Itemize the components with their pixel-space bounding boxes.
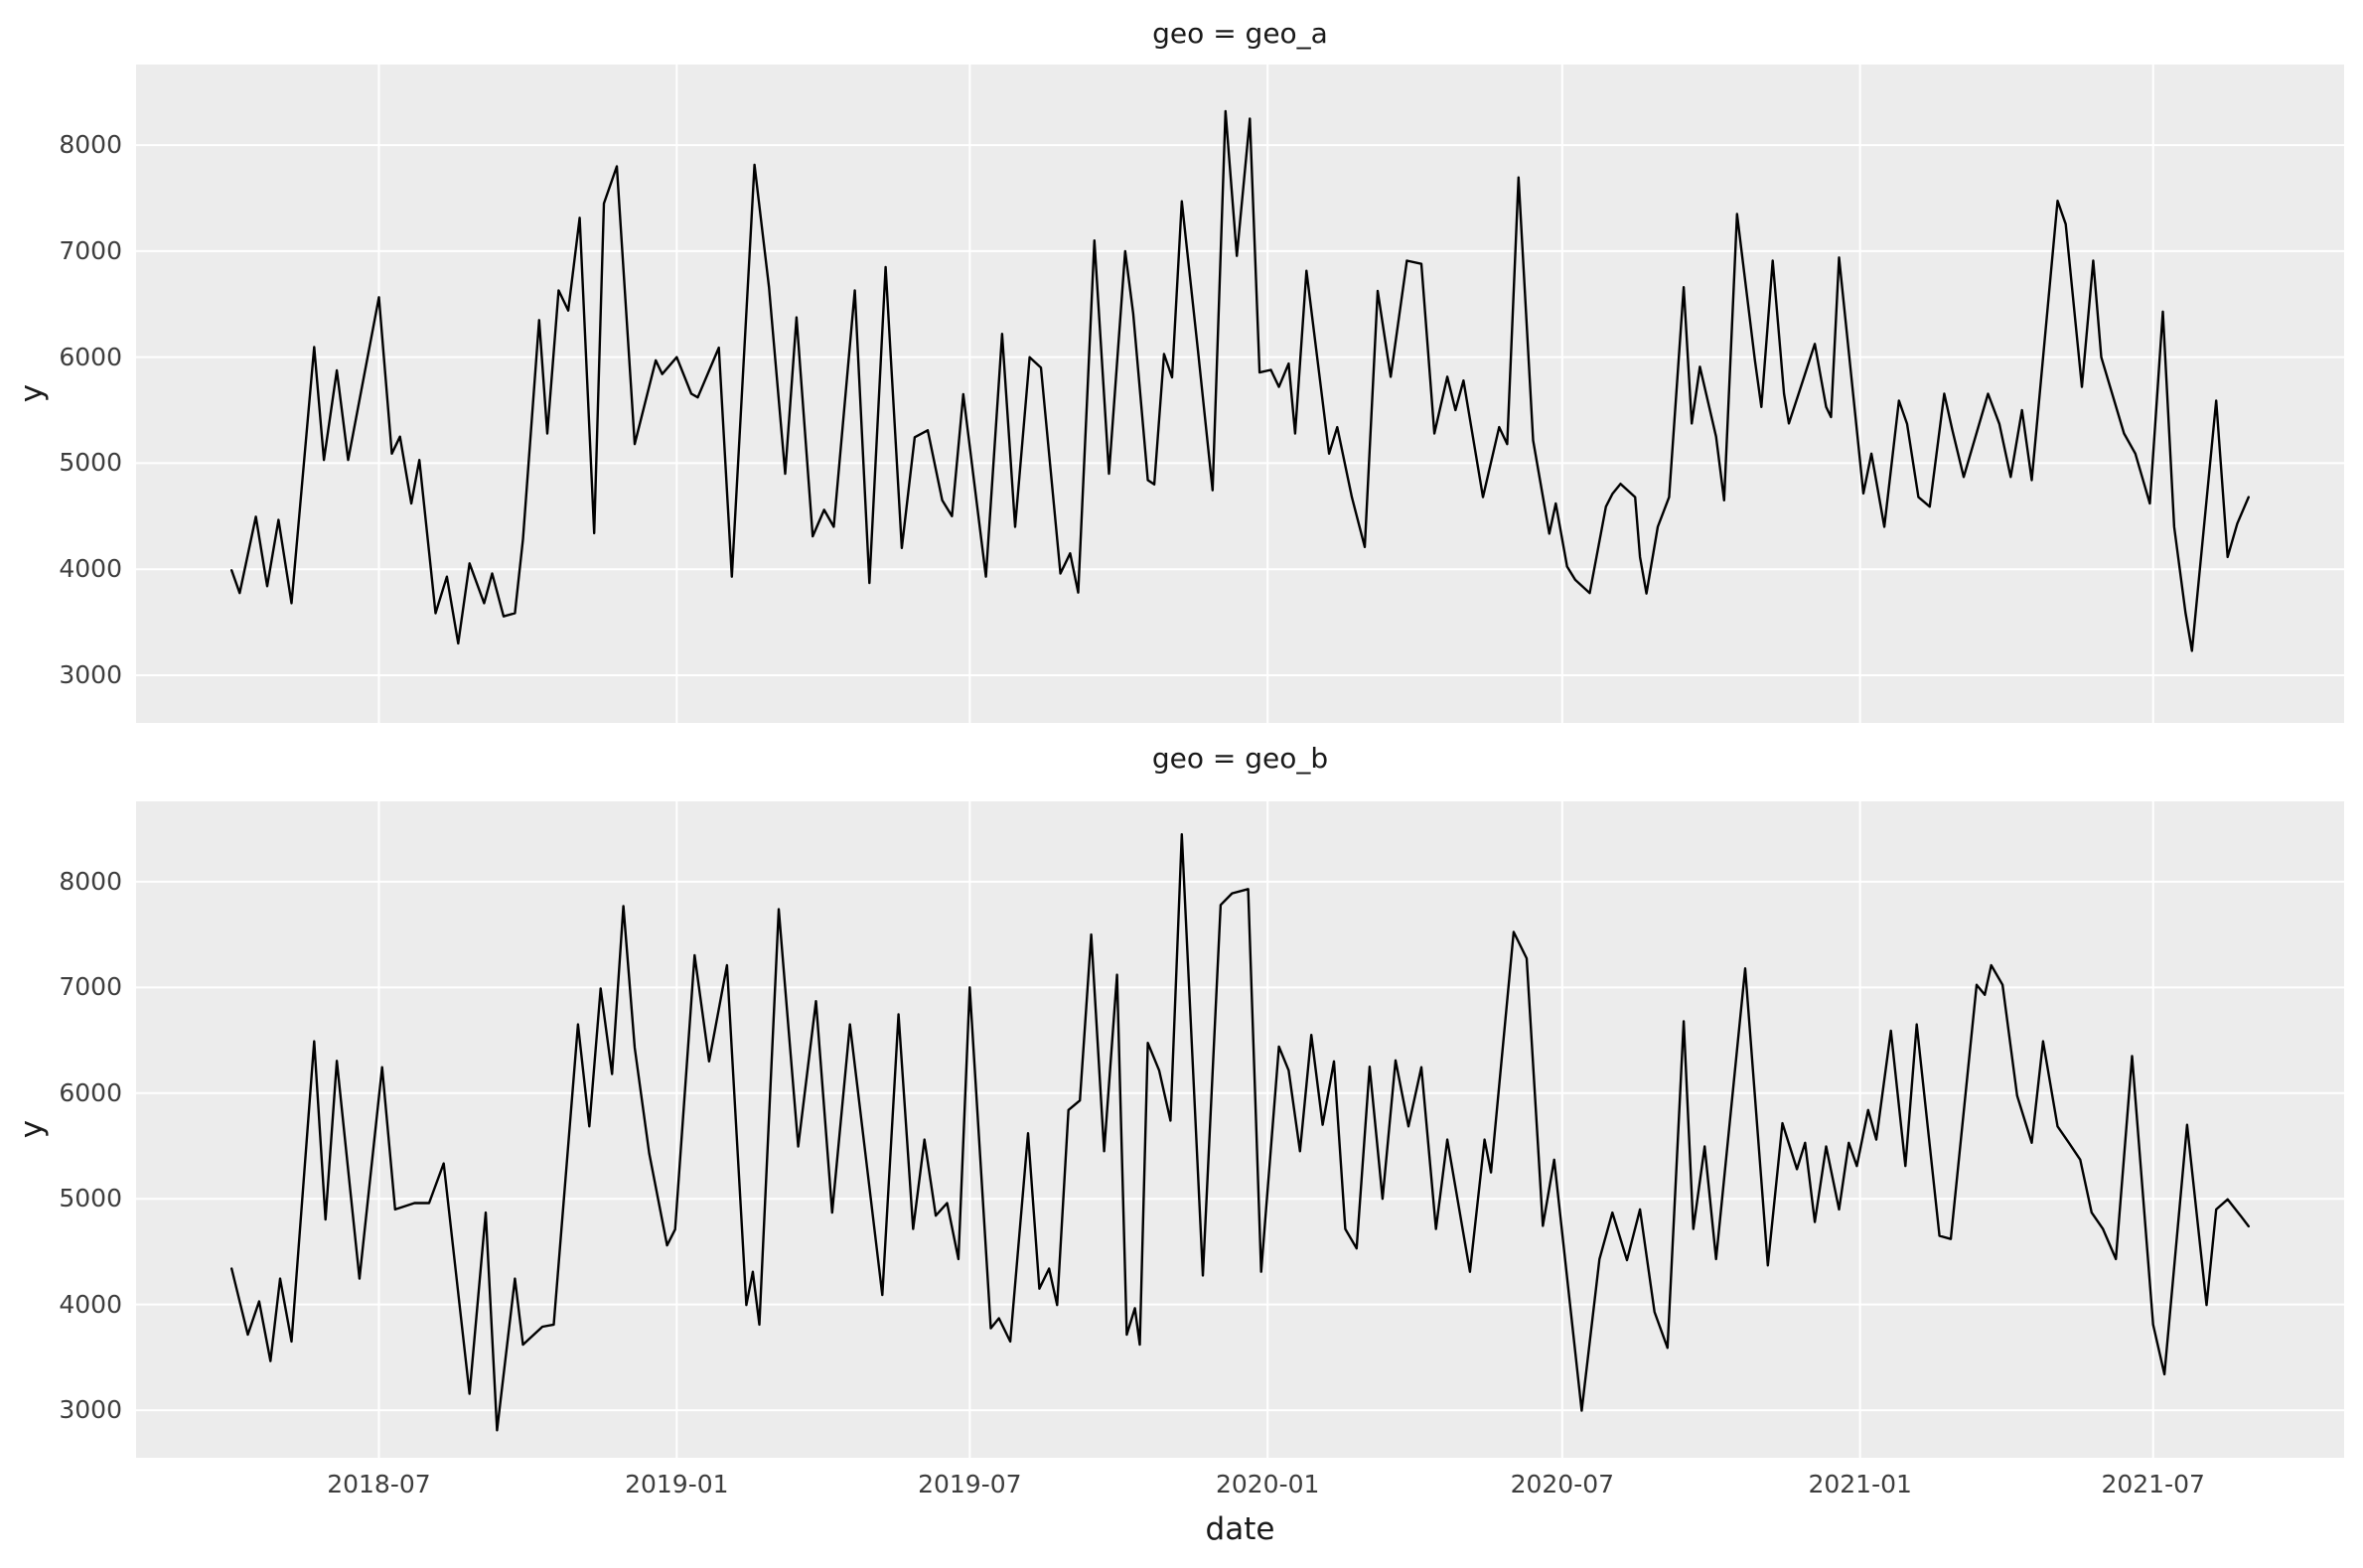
data-line-geo_b <box>229 833 2251 1432</box>
x-tick-label: 2019-07 <box>918 1470 1022 1498</box>
x-tick-label: 2021-01 <box>1808 1470 1912 1498</box>
x-tick-label: 2020-07 <box>1510 1470 1615 1498</box>
y-tick-label-geo-a: 6000 <box>59 342 122 371</box>
y-tick-label-geo-a: 3000 <box>59 659 122 689</box>
y-tick-label-geo-b: 5000 <box>59 1184 122 1213</box>
y-tick-label-geo-a: 7000 <box>59 235 122 265</box>
data-line-geo_a <box>229 109 2251 652</box>
x-tick-label: 2021-07 <box>2101 1470 2205 1498</box>
y-tick-label-geo-b: 6000 <box>59 1077 122 1107</box>
y-tick-label-geo-a: 5000 <box>59 448 122 478</box>
x-axis-label: date <box>1205 1511 1275 1547</box>
x-tick-label: 2020-01 <box>1215 1470 1320 1498</box>
x-tick-label: 2018-07 <box>327 1470 431 1498</box>
chart-canvas-geo-b <box>136 801 2344 1458</box>
x-tick-label: 2019-01 <box>625 1470 729 1498</box>
chart-canvas-geo-a <box>136 65 2344 723</box>
y-tick-label-geo-a: 8000 <box>59 130 122 160</box>
y-tick-label-geo-b: 3000 <box>59 1395 122 1425</box>
y-tick-label-geo-b: 4000 <box>59 1289 122 1319</box>
y-tick-label-geo-b: 7000 <box>59 972 122 1002</box>
y-tick-label-geo-b: 8000 <box>59 866 122 896</box>
plot-area-geo-a <box>136 65 2344 723</box>
y-tick-label-geo-a: 4000 <box>59 554 122 584</box>
plot-area-geo-b <box>136 801 2344 1458</box>
facet-title-geo-b: geo = geo_b <box>1151 741 1329 775</box>
facet-title-geo-a: geo = geo_a <box>1152 16 1328 50</box>
